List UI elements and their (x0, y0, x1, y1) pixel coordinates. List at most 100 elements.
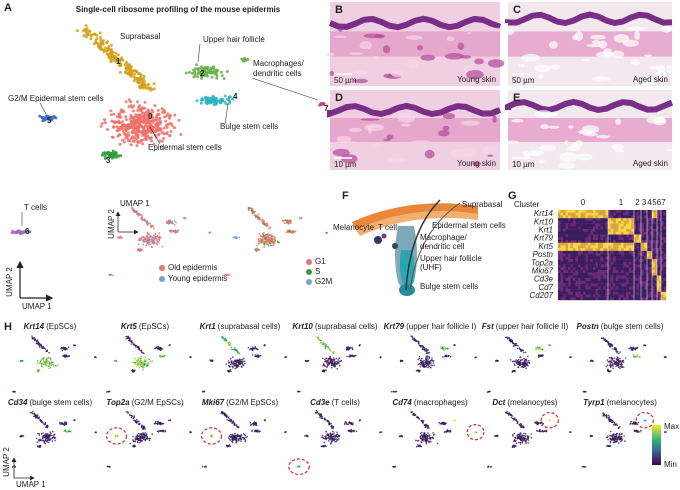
cell-dot (38, 433, 40, 435)
cluster-id: 6 (25, 227, 30, 236)
heatmap-cell (661, 267, 664, 271)
cell-dot (138, 347, 141, 350)
heatmap-cell (573, 220, 576, 224)
cell-dot (135, 100, 139, 104)
heatmap-cell (595, 286, 599, 290)
cell-dot (200, 76, 204, 80)
cell-dot (47, 441, 50, 444)
heatmap-cell (583, 250, 586, 254)
heatmap-cell (623, 210, 627, 213)
heatmap-cell (578, 226, 581, 230)
heatmap-cell (652, 256, 655, 260)
cell-dot (155, 115, 159, 119)
cell-dot (315, 336, 318, 338)
cell-dot (583, 390, 586, 393)
heatmap-cell (565, 242, 569, 246)
heatmap-cell (588, 283, 591, 287)
cell-dot (165, 131, 169, 135)
cell-dot (147, 242, 150, 244)
cell-dot (519, 349, 522, 352)
cell-dot (528, 362, 531, 365)
heatmap-cell (565, 286, 569, 290)
cell-dot (152, 142, 156, 146)
heatmap-cell (615, 240, 619, 243)
cell-dot (232, 363, 234, 366)
tissue-texture (326, 52, 335, 57)
heatmap-cell (663, 275, 667, 279)
diagram-label: T cell (378, 223, 397, 232)
heatmap-cell (560, 218, 564, 222)
heatmap-cell (641, 272, 645, 276)
heatmap-cell (641, 291, 645, 295)
cell-dot (419, 366, 422, 368)
heatmap-cell (565, 259, 569, 263)
heatmap-cell (663, 291, 667, 295)
gene-name: Krt1 (200, 322, 217, 331)
cell-dot (52, 366, 54, 368)
panel-label: Krt1 (suprabasal cells) (200, 322, 281, 331)
heatmap-cell (636, 229, 639, 233)
heatmap-cell (570, 223, 574, 227)
heatmap-cell (600, 212, 604, 216)
cell-dot (143, 83, 147, 87)
cell-dot (152, 227, 155, 230)
cell-dot (49, 366, 52, 369)
cell-dot (125, 60, 129, 64)
cell-dot (226, 70, 229, 73)
cell-dot (50, 117, 54, 121)
cell-dot (263, 246, 265, 249)
cell-dot (169, 219, 172, 222)
cell-dot (101, 151, 105, 155)
cell-dot (116, 134, 120, 138)
image-caption: Aged skin (633, 75, 668, 84)
cell-dot (143, 111, 147, 115)
heatmap-cell (647, 283, 650, 287)
heatmap-cell (661, 294, 664, 298)
cell-dot (229, 363, 232, 366)
cell-dot (267, 235, 270, 238)
heatmap-cell (583, 229, 586, 233)
heatmap-cell (558, 297, 561, 301)
cell-dot (144, 360, 147, 363)
heatmap-cell (618, 272, 622, 276)
heatmap-cell (560, 286, 564, 290)
heatmap-cell (652, 289, 655, 293)
heatmap-cell (588, 270, 591, 273)
cell-dot (154, 130, 157, 134)
heatmap-cell (560, 242, 564, 246)
heatmap-cell (588, 226, 591, 230)
cell-dot (243, 58, 247, 62)
cell-dot (418, 369, 421, 372)
heatmap-cell (580, 242, 584, 246)
panel-letter: A (4, 2, 12, 14)
heatmap-cell (608, 256, 611, 260)
heatmap-cell (628, 253, 632, 257)
cell-dot (418, 356, 421, 358)
heatmap-cell (585, 283, 589, 287)
cell-dot (135, 359, 138, 362)
cell-dot (358, 344, 361, 347)
heatmap-cell (613, 215, 616, 219)
gene-desc: (bulge stem cells) (601, 322, 664, 331)
heatmap-cell (595, 215, 599, 219)
cell-dot (150, 225, 153, 228)
heatmap-cell (661, 215, 664, 219)
cluster-id: 7 (324, 104, 329, 113)
heatmap-cell (598, 291, 601, 295)
heatmap-cell (636, 286, 639, 290)
heatmap-cell (593, 226, 596, 230)
heatmap-cell (626, 242, 629, 246)
heatmap-cell (590, 259, 594, 263)
cell-dot (325, 357, 327, 360)
heatmap-cell (615, 289, 619, 293)
heatmap-cell (613, 245, 616, 249)
heatmap-cell (568, 272, 571, 276)
cell-dot (184, 71, 188, 75)
cell-dot (62, 355, 64, 357)
heatmap-cell (652, 218, 655, 222)
heatmap-cell (575, 289, 579, 293)
cell-dot (633, 355, 635, 358)
legend-label: Old epidermis (168, 263, 217, 272)
heatmap-cell (573, 210, 576, 213)
heatmap-cell (583, 248, 586, 252)
